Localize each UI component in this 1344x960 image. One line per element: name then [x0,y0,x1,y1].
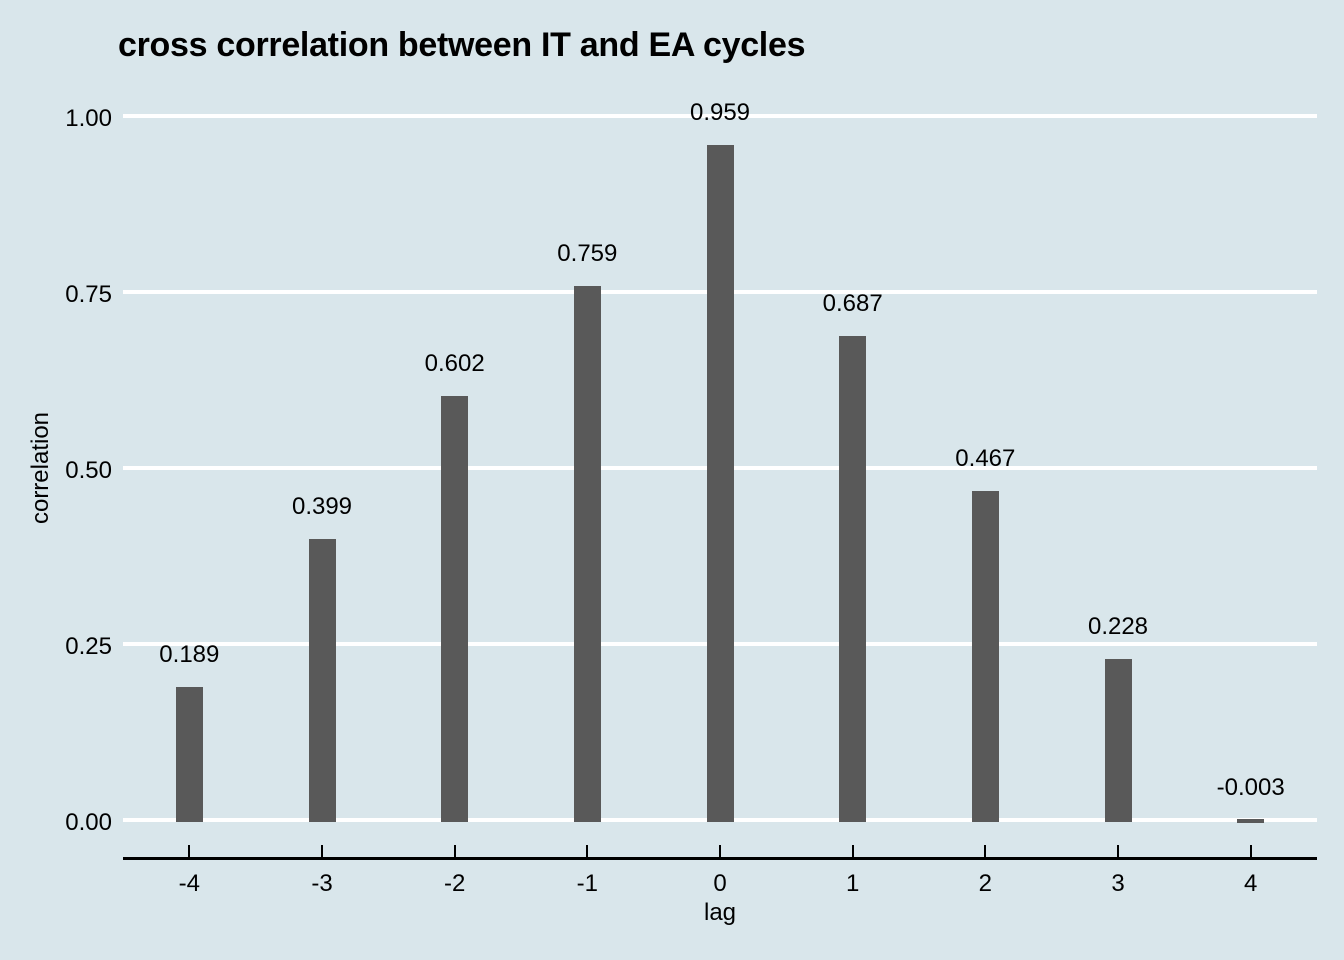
x-axis-tick [453,845,456,857]
bar [971,491,999,822]
x-tick-label: 2 [978,870,992,897]
bar-value-label: 0.228 [1087,613,1149,640]
bar [308,539,336,822]
y-tick-label: 0.50 [65,457,112,484]
x-axis-label: lag [703,899,737,926]
x-tick-label: -1 [576,870,598,897]
bar [573,286,601,822]
x-tick-label: 0 [713,870,727,897]
x-axis-tick [1249,845,1252,857]
bar [441,396,469,822]
x-tick-label: 3 [1111,870,1125,897]
y-tick-label: 0.75 [65,281,112,308]
gridline [123,114,1317,118]
x-axis-tick [851,845,854,857]
x-tick-label: -2 [443,870,466,897]
y-tick-label: 1.00 [65,105,112,132]
bar-value-label: 0.759 [557,240,618,267]
bar [706,145,734,822]
x-axis-tick [188,845,191,857]
x-axis-tick [586,845,589,857]
bar-value-label: 0.189 [159,641,220,668]
bar [1237,819,1265,823]
x-tick-label: -3 [311,870,333,897]
bar [175,687,203,822]
x-axis-tick [984,845,987,857]
chart-title: cross correlation between IT and EA cycl… [118,26,806,64]
x-axis-line [123,857,1317,860]
x-axis-tick [719,845,721,857]
y-tick-label: 0.25 [65,633,112,660]
x-axis-tick [321,845,323,857]
bar [839,336,867,822]
x-tick-label: 1 [845,870,860,897]
bar-value-label: 0.687 [822,290,883,317]
bar [1104,659,1132,822]
x-tick-label: 4 [1243,870,1258,897]
y-tick-label: 0.00 [65,809,112,836]
bar-value-label: 0.959 [689,99,751,126]
bar-value-label: 0.399 [291,493,353,520]
bar-value-label: -0.003 [1216,774,1285,801]
x-axis-tick [1117,845,1119,857]
bar-value-label: 0.467 [955,445,1016,472]
bar-value-label: 0.602 [424,350,485,377]
x-tick-label: -4 [178,870,200,897]
